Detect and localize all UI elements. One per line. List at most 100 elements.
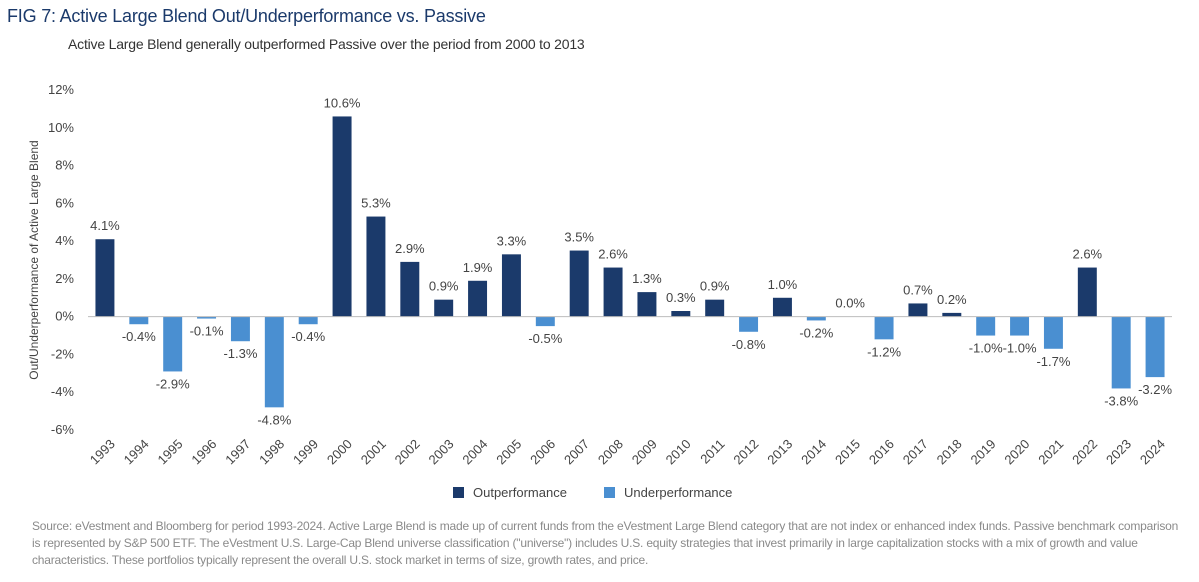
x-tick-label: 2023 [1103, 436, 1134, 467]
x-tick-label: 2002 [392, 436, 423, 467]
data-label: 0.9% [429, 279, 459, 294]
bar-outperformance [772, 297, 792, 317]
legend-label-underperformance: Underperformance [624, 485, 732, 500]
bar-outperformance [603, 267, 623, 317]
bar-outperformance [95, 239, 115, 317]
data-label: -0.5% [528, 331, 562, 346]
legend-swatch-underperformance [604, 487, 615, 498]
bar-underperformance [163, 316, 183, 372]
y-axis-title: Out/Underperformance of Active Large Ble… [27, 140, 41, 379]
data-label: 0.3% [666, 290, 696, 305]
bar-outperformance [705, 299, 725, 317]
data-label: -2.9% [156, 376, 190, 391]
data-label: -0.8% [732, 337, 766, 352]
x-tick-label: 2017 [900, 436, 931, 467]
bar-underperformance [1043, 316, 1063, 349]
chart-title: FIG 7: Active Large Blend Out/Underperfo… [7, 6, 486, 26]
bar-outperformance [569, 250, 589, 317]
data-label: 5.3% [361, 196, 391, 211]
x-tick-label: 2005 [493, 436, 524, 467]
x-tick-label: 1993 [87, 436, 118, 467]
y-tick-label: 12% [48, 82, 74, 97]
data-label: 2.9% [395, 241, 425, 256]
bar-outperformance [501, 254, 521, 317]
chart-subtitle: Active Large Blend generally outperforme… [68, 36, 585, 52]
y-tick-label: 6% [55, 195, 74, 210]
x-tick-label: 1995 [155, 436, 186, 467]
x-tick-label: 1998 [256, 436, 287, 467]
x-tick-label: 2016 [866, 436, 897, 467]
x-tick-label: 2007 [561, 436, 592, 467]
data-label: 1.0% [768, 277, 798, 292]
data-label: -0.2% [799, 325, 833, 340]
legend-swatch-outperformance [453, 487, 464, 498]
data-label: -1.7% [1036, 354, 1070, 369]
bar-outperformance [637, 292, 657, 317]
data-label: 10.6% [324, 95, 361, 110]
bar-underperformance [264, 316, 284, 408]
data-label: 1.9% [463, 260, 493, 275]
data-label: -4.8% [257, 412, 291, 427]
x-tick-label: 2019 [968, 436, 999, 467]
x-tick-label: 2021 [1035, 436, 1066, 467]
bar-outperformance [1077, 267, 1097, 317]
bar-underperformance [1010, 316, 1030, 336]
y-tick-label: -4% [51, 384, 75, 399]
x-tick-label: 2018 [934, 436, 965, 467]
bar-outperformance [942, 312, 962, 317]
bar-underperformance [298, 316, 318, 325]
y-tick-label: 0% [55, 309, 74, 324]
data-label: -3.2% [1138, 382, 1172, 397]
bar-underperformance [806, 316, 826, 321]
x-tick-label: 2011 [697, 436, 727, 466]
bar-underperformance [197, 316, 217, 319]
data-label: -0.4% [291, 329, 325, 344]
bar-outperformance [332, 116, 352, 317]
legend-label-outperformance: Outperformance [473, 485, 567, 500]
x-tick-label: 2000 [324, 436, 355, 467]
data-label: 3.3% [497, 233, 527, 248]
x-tick-label: 1994 [121, 436, 152, 467]
x-tick-label: 2012 [730, 436, 761, 467]
x-tick-label: 1997 [222, 436, 253, 467]
data-label: 0.0% [835, 296, 865, 311]
source-note: Source: eVestment and Bloomberg for peri… [32, 519, 1179, 567]
bar-outperformance [468, 280, 488, 317]
x-tick-label: 2004 [459, 436, 490, 467]
bar-underperformance [739, 316, 759, 332]
y-tick-label: 8% [55, 158, 74, 173]
data-label: -1.3% [223, 346, 257, 361]
bar-underperformance [976, 316, 996, 336]
bar-underperformance [1111, 316, 1131, 389]
x-tick-label: 2001 [358, 436, 389, 467]
x-tick-label: 2020 [1001, 436, 1032, 467]
bar-underperformance [129, 316, 149, 325]
bar-underperformance [230, 316, 250, 342]
data-label: 0.7% [903, 282, 933, 297]
x-tick-label: 2024 [1137, 436, 1168, 467]
bar-underperformance [1145, 316, 1165, 378]
bar-underperformance [874, 316, 894, 340]
x-tick-label: 2009 [629, 436, 660, 467]
data-label: 4.1% [90, 218, 120, 233]
data-label: 3.5% [564, 230, 594, 245]
x-tick-label: 2014 [798, 436, 829, 467]
data-label: -1.2% [867, 344, 901, 359]
x-tick-label: 2010 [663, 436, 694, 467]
data-label: -3.8% [1104, 393, 1138, 408]
bar-chart: -6% -4% -2% 0% 2% 4% 6% 8% 10% 12% Out/Underperfor… [27, 82, 1172, 500]
data-label: 0.9% [700, 279, 730, 294]
data-label: -0.1% [190, 324, 224, 339]
data-label: -1.0% [969, 341, 1003, 356]
bar-outperformance [434, 299, 454, 317]
x-tick-label: 1999 [290, 436, 321, 467]
y-tick-label: 10% [48, 120, 74, 135]
x-tick-label: 2015 [832, 436, 863, 467]
y-tick-label: -2% [51, 346, 75, 361]
data-label: -0.4% [122, 329, 156, 344]
bar-outperformance [366, 216, 386, 317]
bar-outperformance [671, 311, 691, 317]
y-tick-label: 2% [55, 271, 74, 286]
data-label: 0.2% [937, 292, 967, 307]
y-tick-label: 4% [55, 233, 74, 248]
